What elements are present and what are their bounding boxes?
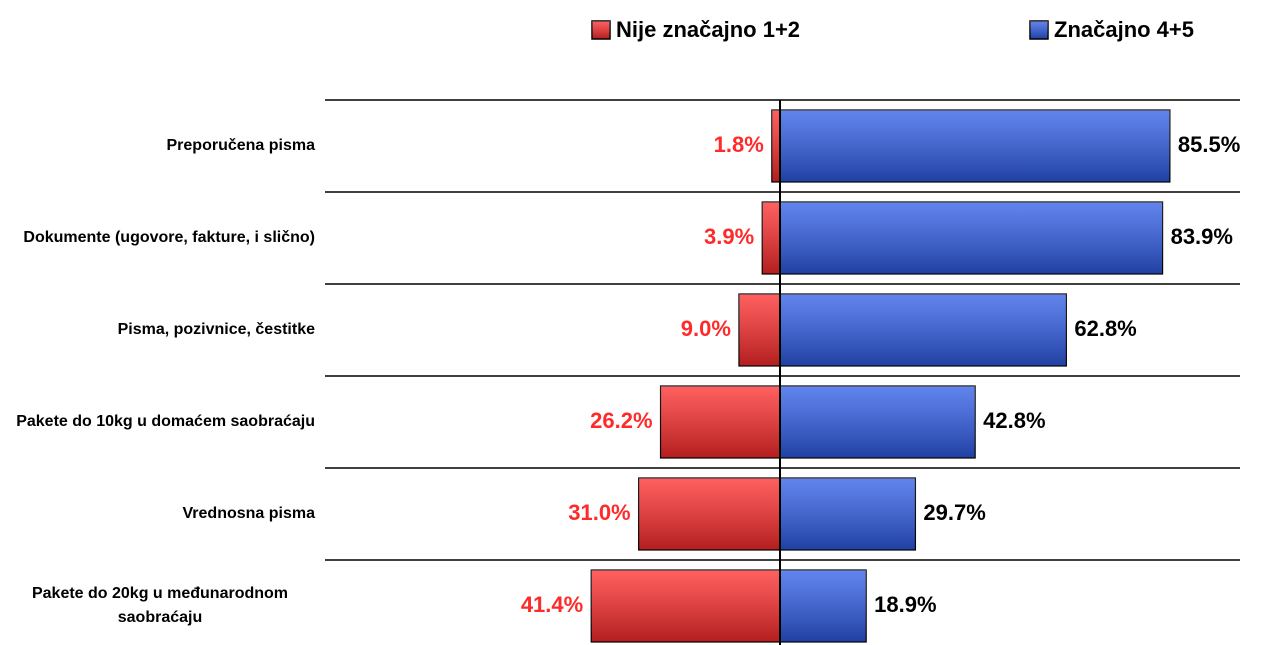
- category-text: Pisma, pozivnice, čestitke: [117, 321, 315, 338]
- category-label: Preporučena pisma: [5, 134, 316, 158]
- value-label: 18.9%: [874, 592, 936, 617]
- bar-shade: [780, 386, 976, 458]
- bar-shade: [780, 110, 1170, 182]
- category-text: Pakete do 20kg u međunarodnom saobraćaju: [31, 585, 289, 626]
- value-label: 62.8%: [1074, 316, 1136, 341]
- legend-label: Nije značajno 1+2: [616, 17, 800, 42]
- bar-shade: [780, 294, 1067, 366]
- bar-shade: [591, 570, 780, 642]
- bar-shade: [738, 294, 780, 366]
- legend-swatch-shade: [592, 21, 610, 39]
- legend-label: Značajno 4+5: [1054, 17, 1194, 42]
- category-text: Dokumente (ugovore, fakture, i slično): [23, 229, 315, 246]
- value-label: 29.7%: [923, 500, 985, 525]
- bar-shade: [638, 478, 780, 550]
- category-text: Preporučena pisma: [166, 137, 316, 154]
- value-label: 9.0%: [681, 316, 731, 341]
- category-label: Pakete do 10kg u domaćem saobraćaju: [5, 410, 315, 434]
- bar-shade: [780, 202, 1163, 274]
- value-label: 26.2%: [590, 408, 652, 433]
- bar-shade: [780, 478, 916, 550]
- bar-shade: [771, 110, 780, 182]
- value-label: 42.8%: [983, 408, 1045, 433]
- value-label: 85.5%: [1178, 132, 1240, 157]
- category-label: Pakete do 20kg u međunarodnom saobraćaju: [5, 582, 315, 630]
- bar-shade: [762, 202, 780, 274]
- category-label: Vrednosna pisma: [5, 502, 316, 526]
- legend-swatch-shade: [1030, 21, 1048, 39]
- value-label: 41.4%: [521, 592, 583, 617]
- category-text: Pakete do 10kg u domaćem saobraćaju: [16, 413, 315, 430]
- bar-shade: [780, 570, 867, 642]
- bar-shade: [660, 386, 780, 458]
- category-label: Dokumente (ugovore, fakture, i slično): [5, 226, 315, 250]
- value-label: 3.9%: [704, 224, 754, 249]
- category-label: Pisma, pozivnice, čestitke: [5, 318, 315, 342]
- category-text: Vrednosna pisma: [182, 505, 316, 522]
- value-label: 1.8%: [714, 132, 764, 157]
- value-label: 83.9%: [1171, 224, 1233, 249]
- value-label: 31.0%: [568, 500, 630, 525]
